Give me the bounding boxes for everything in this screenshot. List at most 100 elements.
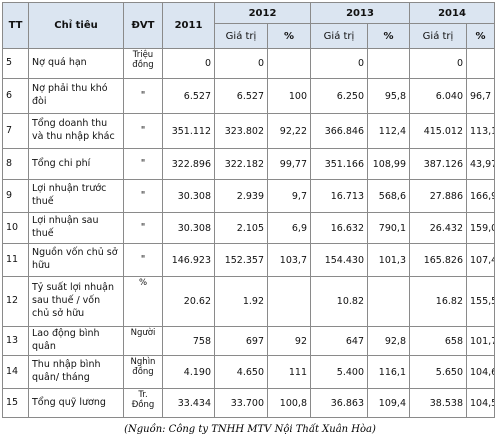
value-cell: 5.400 [310, 355, 368, 389]
value-cell: 104,5 [466, 388, 495, 418]
table-row: 14 Thu nhập bình quân/ tháng Nghìn đồng 4.1… [2, 355, 495, 389]
value-cell: 38.538 [409, 388, 467, 418]
header-cell: ĐVT [123, 2, 163, 49]
value-cell: 154.430 [310, 243, 368, 277]
value-cell: 322.896 [162, 148, 215, 180]
value-cell: 1.92 [214, 276, 268, 327]
table-row: 5 Nợ quá hạn Triệu đồng 0 0 0 0 [2, 48, 495, 79]
value-cell: 111 [267, 355, 311, 389]
value-cell: 6.527 [162, 78, 215, 114]
index-cell: 14 [2, 355, 29, 389]
value-cell: 109,4 [367, 388, 410, 418]
value-cell: 697 [214, 326, 268, 356]
value-cell: 103,7 [267, 243, 311, 277]
value-cell: 9,7 [267, 179, 311, 213]
value-cell: 387.126 [409, 148, 467, 180]
unit-cell: " [123, 212, 163, 244]
sub-header: % [466, 23, 495, 49]
value-cell: 351.166 [310, 148, 368, 180]
year-header: 2011 [162, 2, 215, 49]
value-cell: 0 [310, 48, 368, 79]
unit-cell: " [123, 113, 163, 149]
value-cell: 16.632 [310, 212, 368, 244]
value-cell: 30.308 [162, 212, 215, 244]
table-row: 10 Lợi nhuận sau thuế " 30.308 2.105 6,9 16.63… [2, 212, 495, 244]
data-table: TT Chỉ tiêu ĐVT 2011 2012 2013 2014 Giá trị% Giá… [2, 2, 495, 418]
indicator-cell: Tỷ suất lợi nhuận sau thuế / vốn chủ sở … [28, 276, 124, 327]
indicator-cell: Nợ phải thu khó đòi [28, 78, 124, 114]
value-cell: 5.650 [409, 355, 467, 389]
table-row: 15 Tổng quỹ lương Tr. Đồng 33.434 33.700 100,… [2, 388, 495, 418]
value-cell [466, 48, 495, 79]
value-cell: 159,0 [466, 212, 495, 244]
value-cell: 758 [162, 326, 215, 356]
table-row: 9 Lợi nhuận trước thuế " 30.308 2.939 9,7 16.7… [2, 179, 495, 213]
table-row: 12 Tỷ suất lợi nhuận sau thuế / vốn chủ s… [2, 276, 495, 327]
year-header: 2012 [214, 2, 311, 24]
table-row: 13 Lao động bình quân Người 758 697 92 647 92,8… [2, 326, 495, 356]
table-row: 11 Nguồn vốn chủ sở hữu " 146.923 152.357 103… [2, 243, 495, 277]
unit-cell: " [123, 243, 163, 277]
value-cell: 16.713 [310, 179, 368, 213]
value-cell [367, 276, 410, 327]
value-cell: 0 [409, 48, 467, 79]
value-cell: 20.62 [162, 276, 215, 327]
indicator-cell: Nợ quá hạn [28, 48, 124, 79]
sub-header: % [267, 23, 311, 49]
index-cell: 10 [2, 212, 29, 244]
value-cell: 33.434 [162, 388, 215, 418]
indicator-cell: Lợi nhuận trước thuế [28, 179, 124, 213]
value-cell: 155,5 [466, 276, 495, 327]
unit-cell: " [123, 148, 163, 180]
header-cell: Chỉ tiêu [28, 2, 124, 49]
value-cell: 99,77 [267, 148, 311, 180]
header-row: Giá trị% Giá trị% Giá trị% [3, 23, 495, 49]
table-header: TT Chỉ tiêu ĐVT 2011 2012 2013 2014 Giá trị% Giá… [2, 2, 495, 49]
value-cell: 165.826 [409, 243, 467, 277]
index-cell: 5 [2, 48, 29, 79]
value-cell [367, 48, 410, 79]
value-cell: 6.040 [409, 78, 467, 114]
value-cell: 146.923 [162, 243, 215, 277]
indicator-cell: Thu nhập bình quân/ tháng [28, 355, 124, 389]
sub-header: % [367, 23, 410, 49]
unit-cell: Triệu đồng [123, 48, 163, 79]
value-cell: 2.939 [214, 179, 268, 213]
value-cell: 113,1 [466, 113, 495, 149]
index-cell: 9 [2, 179, 29, 213]
value-cell: 101,3 [367, 243, 410, 277]
indicator-cell: Tổng quỹ lương [28, 388, 124, 418]
index-cell: 6 [2, 78, 29, 114]
indicator-cell: Lợi nhuận sau thuế [28, 212, 124, 244]
value-cell: 33.700 [214, 388, 268, 418]
index-cell: 7 [2, 113, 29, 149]
table-row: 6 Nợ phải thu khó đòi " 6.527 6.527 100 6.250 9… [2, 78, 495, 114]
sub-header: Giá trị [214, 23, 268, 49]
header-cell: TT [2, 2, 29, 49]
value-cell: 568,6 [367, 179, 410, 213]
value-cell: 0 [214, 48, 268, 79]
year-header: 2014 [409, 2, 495, 24]
value-cell: 92,22 [267, 113, 311, 149]
sub-header: Giá trị [409, 23, 467, 49]
value-cell: 790,1 [367, 212, 410, 244]
table-row: 7 Tổng doanh thu và thu nhập khác " 351.112… [2, 113, 495, 149]
value-cell: 104,6 [466, 355, 495, 389]
value-cell: 108,99 [367, 148, 410, 180]
value-cell: 96,7 [466, 78, 495, 114]
value-cell: 658 [409, 326, 467, 356]
table-body: 5 Nợ quá hạn Triệu đồng 0 0 0 0 6 Nợ phải thu kh… [2, 48, 495, 418]
value-cell: 100,8 [267, 388, 311, 418]
value-cell: 6.250 [310, 78, 368, 114]
value-cell: 92,8 [367, 326, 410, 356]
value-cell: 6.527 [214, 78, 268, 114]
value-cell: 152.357 [214, 243, 268, 277]
value-cell: 30.308 [162, 179, 215, 213]
value-cell: 10.82 [310, 276, 368, 327]
value-cell: 0 [162, 48, 215, 79]
value-cell: 95,8 [367, 78, 410, 114]
value-cell: 4.190 [162, 355, 215, 389]
year-header: 2013 [310, 2, 410, 24]
value-cell: 2.105 [214, 212, 268, 244]
